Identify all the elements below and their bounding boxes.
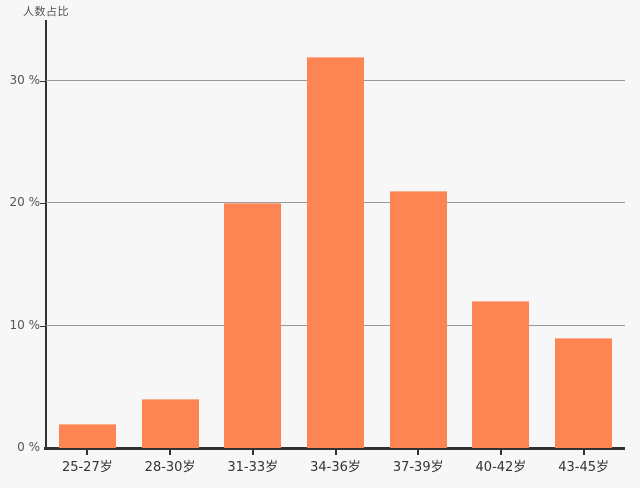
x-axis-tick-label: 40-42岁 <box>475 460 527 475</box>
y-axis-tick-label: 0 % <box>17 440 40 454</box>
y-axis-tick-label: 10 % <box>9 317 41 332</box>
y-axis-line <box>45 20 47 450</box>
y-axis-tick-label: 30 % <box>9 73 41 88</box>
x-axis-tick-mark <box>417 450 420 455</box>
x-axis-tick-label: 28-30岁 <box>144 460 196 475</box>
bar[interactable] <box>307 56 364 448</box>
x-axis-tick-mark <box>251 450 254 455</box>
x-axis-tick-mark <box>169 450 172 455</box>
y-axis-tick-mark <box>40 203 46 205</box>
y-axis-tick-mark <box>40 325 46 327</box>
bar[interactable] <box>224 203 282 448</box>
x-axis-tick-mark <box>499 450 502 455</box>
x-axis-tick-mark <box>86 450 89 455</box>
bar[interactable] <box>58 423 116 448</box>
x-axis-tick-label: 34-36岁 <box>310 460 361 475</box>
x-axis-tick-label: 37-39岁 <box>392 460 444 475</box>
y-axis-title: 人数占比 <box>23 5 69 18</box>
bar[interactable] <box>389 191 447 448</box>
bar[interactable] <box>472 301 530 448</box>
x-axis-tick-label: 43-45岁 <box>558 460 610 475</box>
x-axis-tick-mark <box>582 450 585 455</box>
y-axis-tick-label: 20 % <box>9 195 41 210</box>
plot-area <box>46 20 625 448</box>
x-axis-tick-label: 31-33岁 <box>227 460 279 475</box>
bar[interactable] <box>141 399 199 448</box>
x-axis-line <box>44 447 625 450</box>
bar[interactable] <box>555 337 613 448</box>
y-axis-tick-mark <box>40 81 46 83</box>
x-axis-tick-mark <box>334 450 337 455</box>
x-axis-tick-label: 25-27岁 <box>61 460 113 475</box>
